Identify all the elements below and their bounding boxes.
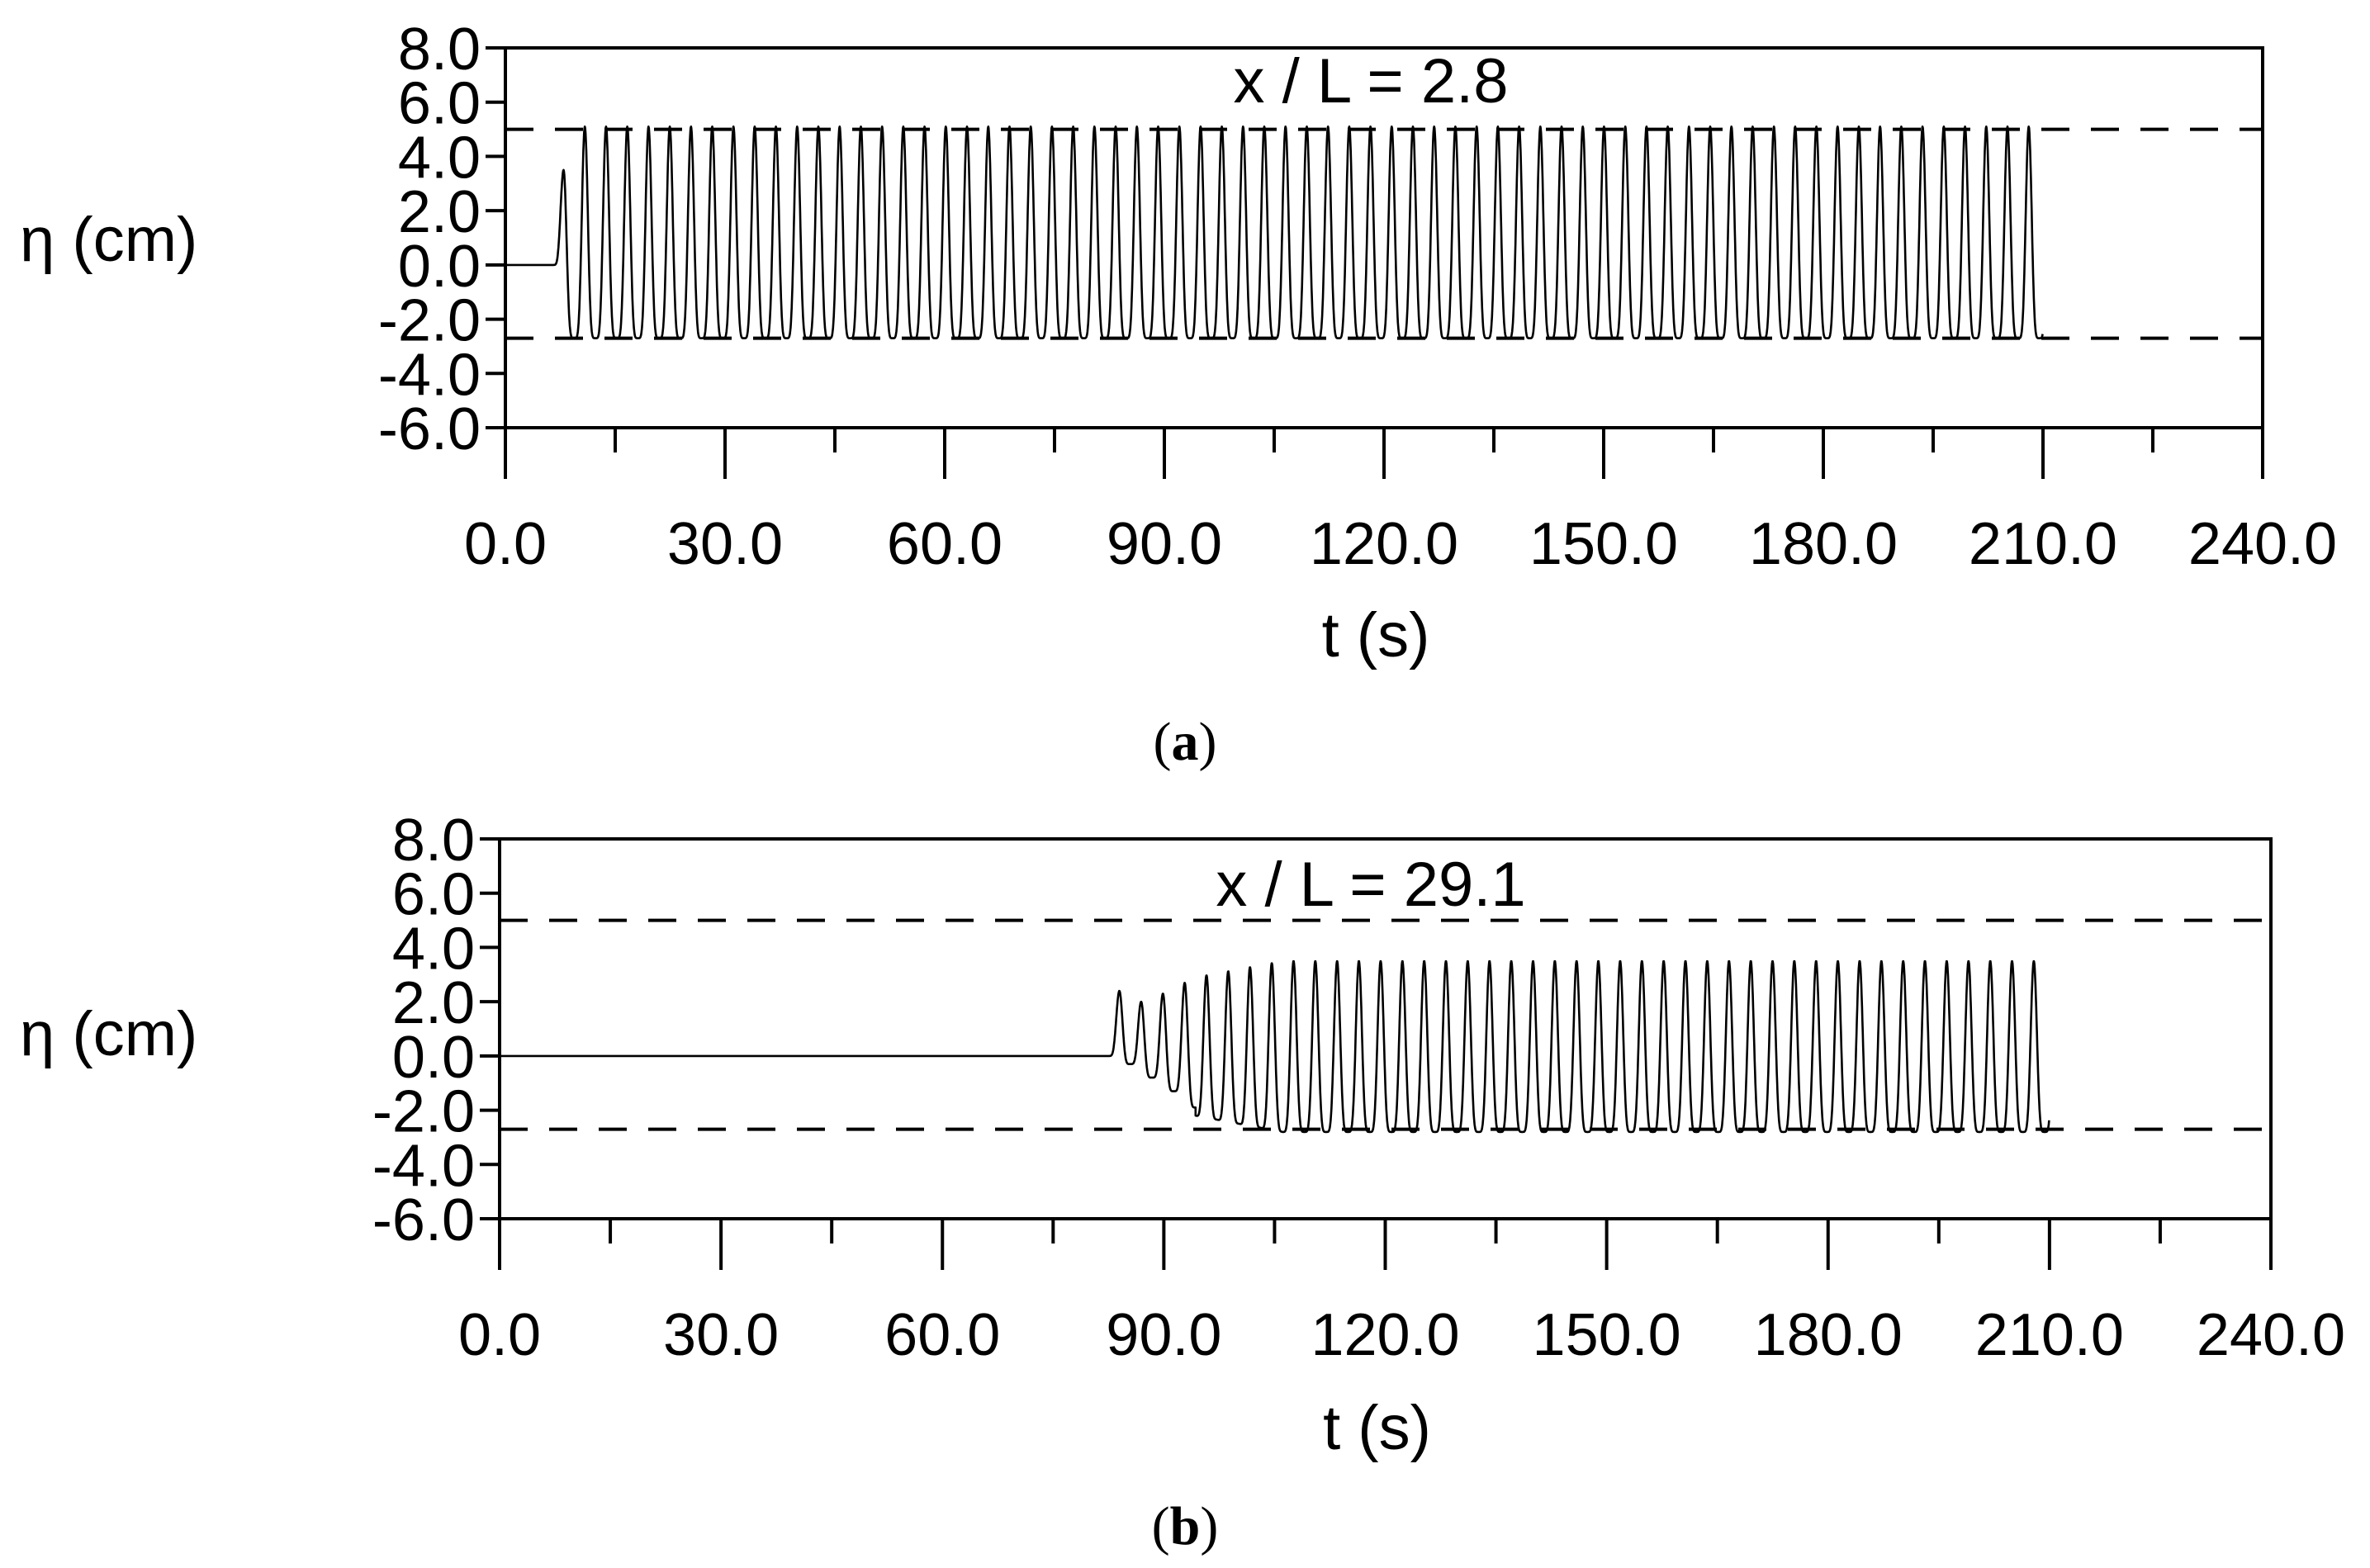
panel-b-y-axis-title: η (cm) — [20, 999, 197, 1069]
panel-a-x-axis-title: t (s) — [1322, 600, 1430, 670]
panel-b-wave-series-line — [500, 959, 2050, 1134]
x-tick-label: 90.0 — [1106, 1302, 1221, 1368]
y-tick-label: 4.0 — [398, 125, 481, 191]
panel-b-tick-marks — [480, 837, 2273, 1270]
y-tick-label: 0.0 — [398, 234, 481, 300]
panel-a-y-tick-labels: 8.06.04.02.00.0-2.0-4.0-6.0 — [378, 17, 481, 462]
y-tick-label: -2.0 — [378, 288, 481, 354]
x-tick-label: 120.0 — [1310, 511, 1458, 577]
x-tick-label: 180.0 — [1754, 1302, 1903, 1368]
panel-b-location-annotation: x / L = 29.1 — [1216, 850, 1525, 920]
x-tick-label: 90.0 — [1107, 511, 1222, 577]
y-tick-label: -2.0 — [372, 1079, 475, 1145]
y-tick-label: -4.0 — [372, 1133, 475, 1199]
chart-panel-a: 8.06.04.02.00.0-2.0-4.0-6.0 0.0 30.0 60.0 9… — [20, 17, 2337, 772]
y-tick-label: 4.0 — [392, 916, 475, 982]
y-tick-label: 8.0 — [398, 17, 481, 83]
x-tick-label: 240.0 — [2188, 511, 2337, 577]
y-tick-label: 0.0 — [392, 1025, 475, 1091]
y-tick-label: -6.0 — [372, 1187, 475, 1253]
y-tick-label: -4.0 — [378, 342, 481, 408]
panel-a-x-tick-labels: 0.0 30.0 60.0 90.0 120.0 150.0 180.0 210.0 240.0 — [464, 511, 2337, 577]
x-tick-label: 150.0 — [1533, 1302, 1681, 1368]
panel-a-wave-series-line — [505, 126, 2044, 339]
x-tick-label: 60.0 — [884, 1302, 1000, 1368]
x-tick-label: 180.0 — [1749, 511, 1898, 577]
panel-a-tick-marks — [486, 46, 2264, 479]
panel-b-x-tick-labels: 0.0 30.0 60.0 90.0 120.0 150.0 180.0 210.0 240.0 — [458, 1302, 2345, 1368]
x-tick-label: 210.0 — [1975, 1302, 2124, 1368]
panel-b-x-axis-title: t (s) — [1323, 1393, 1431, 1463]
panel-b-y-tick-labels: 8.06.04.02.00.0-2.0-4.0-6.0 — [372, 808, 475, 1253]
y-tick-label: 6.0 — [392, 862, 475, 928]
y-tick-label: -6.0 — [378, 396, 481, 462]
panel-a-caption: (a) — [1154, 712, 1217, 772]
x-tick-label: 30.0 — [663, 1302, 779, 1368]
panel-b-caption-letter: b — [1170, 1496, 1201, 1556]
x-tick-label: 60.0 — [887, 511, 1003, 577]
x-tick-label: 0.0 — [458, 1302, 541, 1368]
y-tick-label: 6.0 — [398, 71, 481, 137]
y-tick-label: 2.0 — [398, 179, 481, 245]
y-tick-label: 2.0 — [392, 970, 475, 1036]
panel-b-caption: (b) — [1152, 1496, 1219, 1556]
panel-a-caption-letter: a — [1172, 712, 1199, 772]
x-tick-label: 150.0 — [1529, 511, 1678, 577]
panel-a-y-axis-title: η (cm) — [20, 205, 197, 275]
x-tick-label: 30.0 — [667, 511, 783, 577]
x-tick-label: 0.0 — [464, 511, 547, 577]
x-tick-label: 210.0 — [1969, 511, 2117, 577]
x-tick-label: 240.0 — [2197, 1302, 2345, 1368]
panel-a-reference-lines — [505, 127, 2263, 340]
y-tick-label: 8.0 — [392, 808, 475, 874]
x-tick-label: 120.0 — [1311, 1302, 1459, 1368]
panel-a-location-annotation: x / L = 2.8 — [1233, 46, 1508, 116]
chart-panel-b: 8.06.04.02.00.0-2.0-4.0-6.0 0.0 30.0 60.0 9… — [20, 808, 2345, 1556]
